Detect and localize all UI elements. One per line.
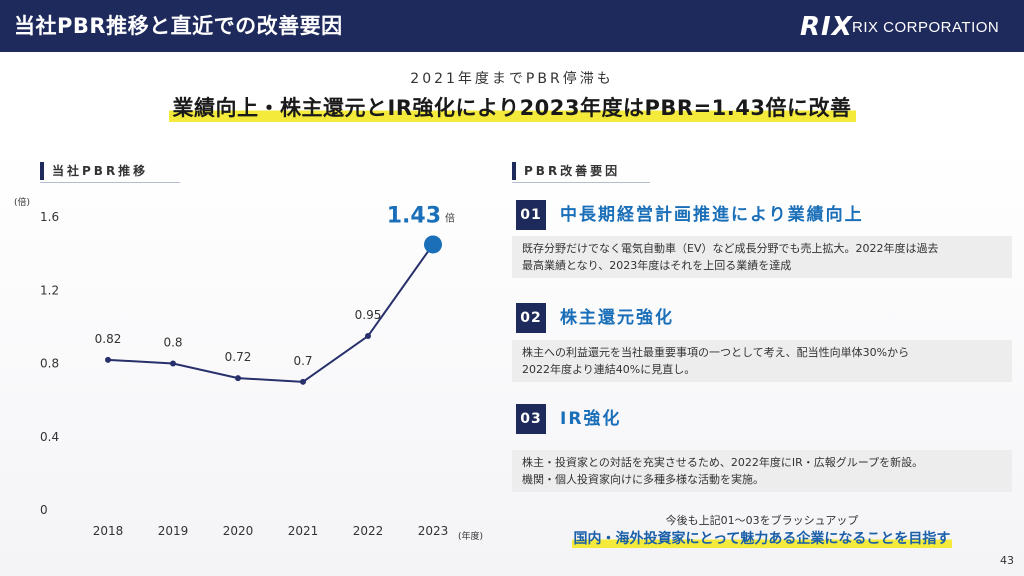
y-tick-label: 1.2 <box>40 283 59 297</box>
factor-02-description: 株主への利益還元を当社最重要事項の一つとして考え、配当性向単体30%から 202… <box>512 340 1012 382</box>
highlight-value-label: 1.43 <box>387 203 441 228</box>
factor-01-number: 01 <box>516 200 546 230</box>
highlight-unit-label: 倍 <box>445 211 455 224</box>
factor-01-desc-line-1: 既存分野だけでなく電気自動車（EV）など成長分野でも売上拡大。2022年度は過去 <box>522 242 939 255</box>
data-point <box>170 360 176 367</box>
data-point <box>235 375 241 382</box>
data-label: 0.95 <box>355 308 382 322</box>
factor-01-description: 既存分野だけでなく電気自動車（EV）など成長分野でも売上拡大。2022年度は過去… <box>512 236 1012 278</box>
x-tick-label: 2022 <box>353 524 384 538</box>
data-point <box>300 378 306 385</box>
y-tick-label: 1.6 <box>40 210 59 224</box>
factor-02-number: 02 <box>516 303 546 333</box>
y-tick-label: 0.4 <box>40 430 59 444</box>
data-label: 0.82 <box>95 332 122 346</box>
page-title: 当社PBR推移と直近での改善要因 <box>14 14 343 38</box>
factor-03-desc-line-1: 株主・投資家との対話を充実させるため、2022年度にIR・広報グループを新設。 <box>522 456 924 469</box>
highlight-data-point <box>424 235 442 254</box>
x-tick-label: 2023 <box>418 524 449 538</box>
headline-wrapper: 業績向上・株主還元とIR強化により2023年度はPBR=1.43倍に改善 <box>0 92 1024 122</box>
factor-03-number: 03 <box>516 404 546 434</box>
data-label: 0.7 <box>293 354 312 368</box>
pbr-series-line <box>107 243 434 383</box>
footer-lead-text: 今後も上記01～03をブラッシュアップ <box>665 514 859 527</box>
data-label: 0.8 <box>163 336 182 350</box>
data-point <box>105 356 111 363</box>
y-axis-unit-label: (倍) <box>14 196 30 208</box>
y-tick-label: 0 <box>40 503 48 517</box>
factor-03-description: 株主・投資家との対話を充実させるため、2022年度にIR・広報グループを新設。 … <box>512 450 1012 492</box>
page-number: 43 <box>1000 554 1014 567</box>
data-point <box>365 333 371 340</box>
factor-03-title: IR強化 <box>560 409 622 429</box>
factor-01-title: 中長期経営計画推進により業績向上 <box>560 205 864 225</box>
x-tick-label: 2019 <box>158 524 189 538</box>
factor-02-title: 株主還元強化 <box>560 308 674 328</box>
pbr-trend-section-title: 当社PBR推移 <box>40 160 180 183</box>
data-label: 0.72 <box>225 350 252 364</box>
x-axis-unit-label: (年度) <box>458 530 483 542</box>
pbr-line-chart: (倍) 0 0.4 0.8 1.2 1.6 2018 2019 2020 2021 2022 2023… <box>14 196 483 542</box>
x-tick-label: 2021 <box>288 524 319 538</box>
logo-mark: RIX <box>800 12 853 42</box>
x-tick-label: 2018 <box>93 524 124 538</box>
factor-02-desc-line-2: 2022年度より連結40%に見直し。 <box>522 363 696 376</box>
factor-02-desc-line-1: 株主への利益還元を当社最重要事項の一つとして考え、配当性向単体30%から <box>522 346 910 359</box>
company-logo: RIX RIX CORPORATION <box>800 12 1010 42</box>
intro-headline: 業績向上・株主還元とIR強化により2023年度はPBR=1.43倍に改善 <box>168 92 856 122</box>
intro-subtitle: 2021年度までPBR停滞も <box>410 71 614 87</box>
logo-text: RIX CORPORATION <box>852 19 1000 36</box>
factor-01-desc-line-2: 最高業績となり、2023年度はそれを上回る業績を達成 <box>522 259 792 272</box>
pbr-factors-section-title: PBR改善要因 <box>512 160 650 183</box>
y-tick-label: 0.8 <box>40 357 59 371</box>
footer-goal-text: 国内・海外投資家にとって魅力ある企業になることを目指す <box>571 528 953 548</box>
x-tick-label: 2020 <box>223 524 254 538</box>
header-bar: 当社PBR推移と直近での改善要因 RIX RIX CORPORATION <box>0 0 1024 52</box>
footer-goal-wrapper: 国内・海外投資家にとって魅力ある企業になることを目指す <box>512 528 1012 548</box>
factor-03-desc-line-2: 機関・個人投資家向けに多種多様な活動を実施。 <box>522 473 764 486</box>
